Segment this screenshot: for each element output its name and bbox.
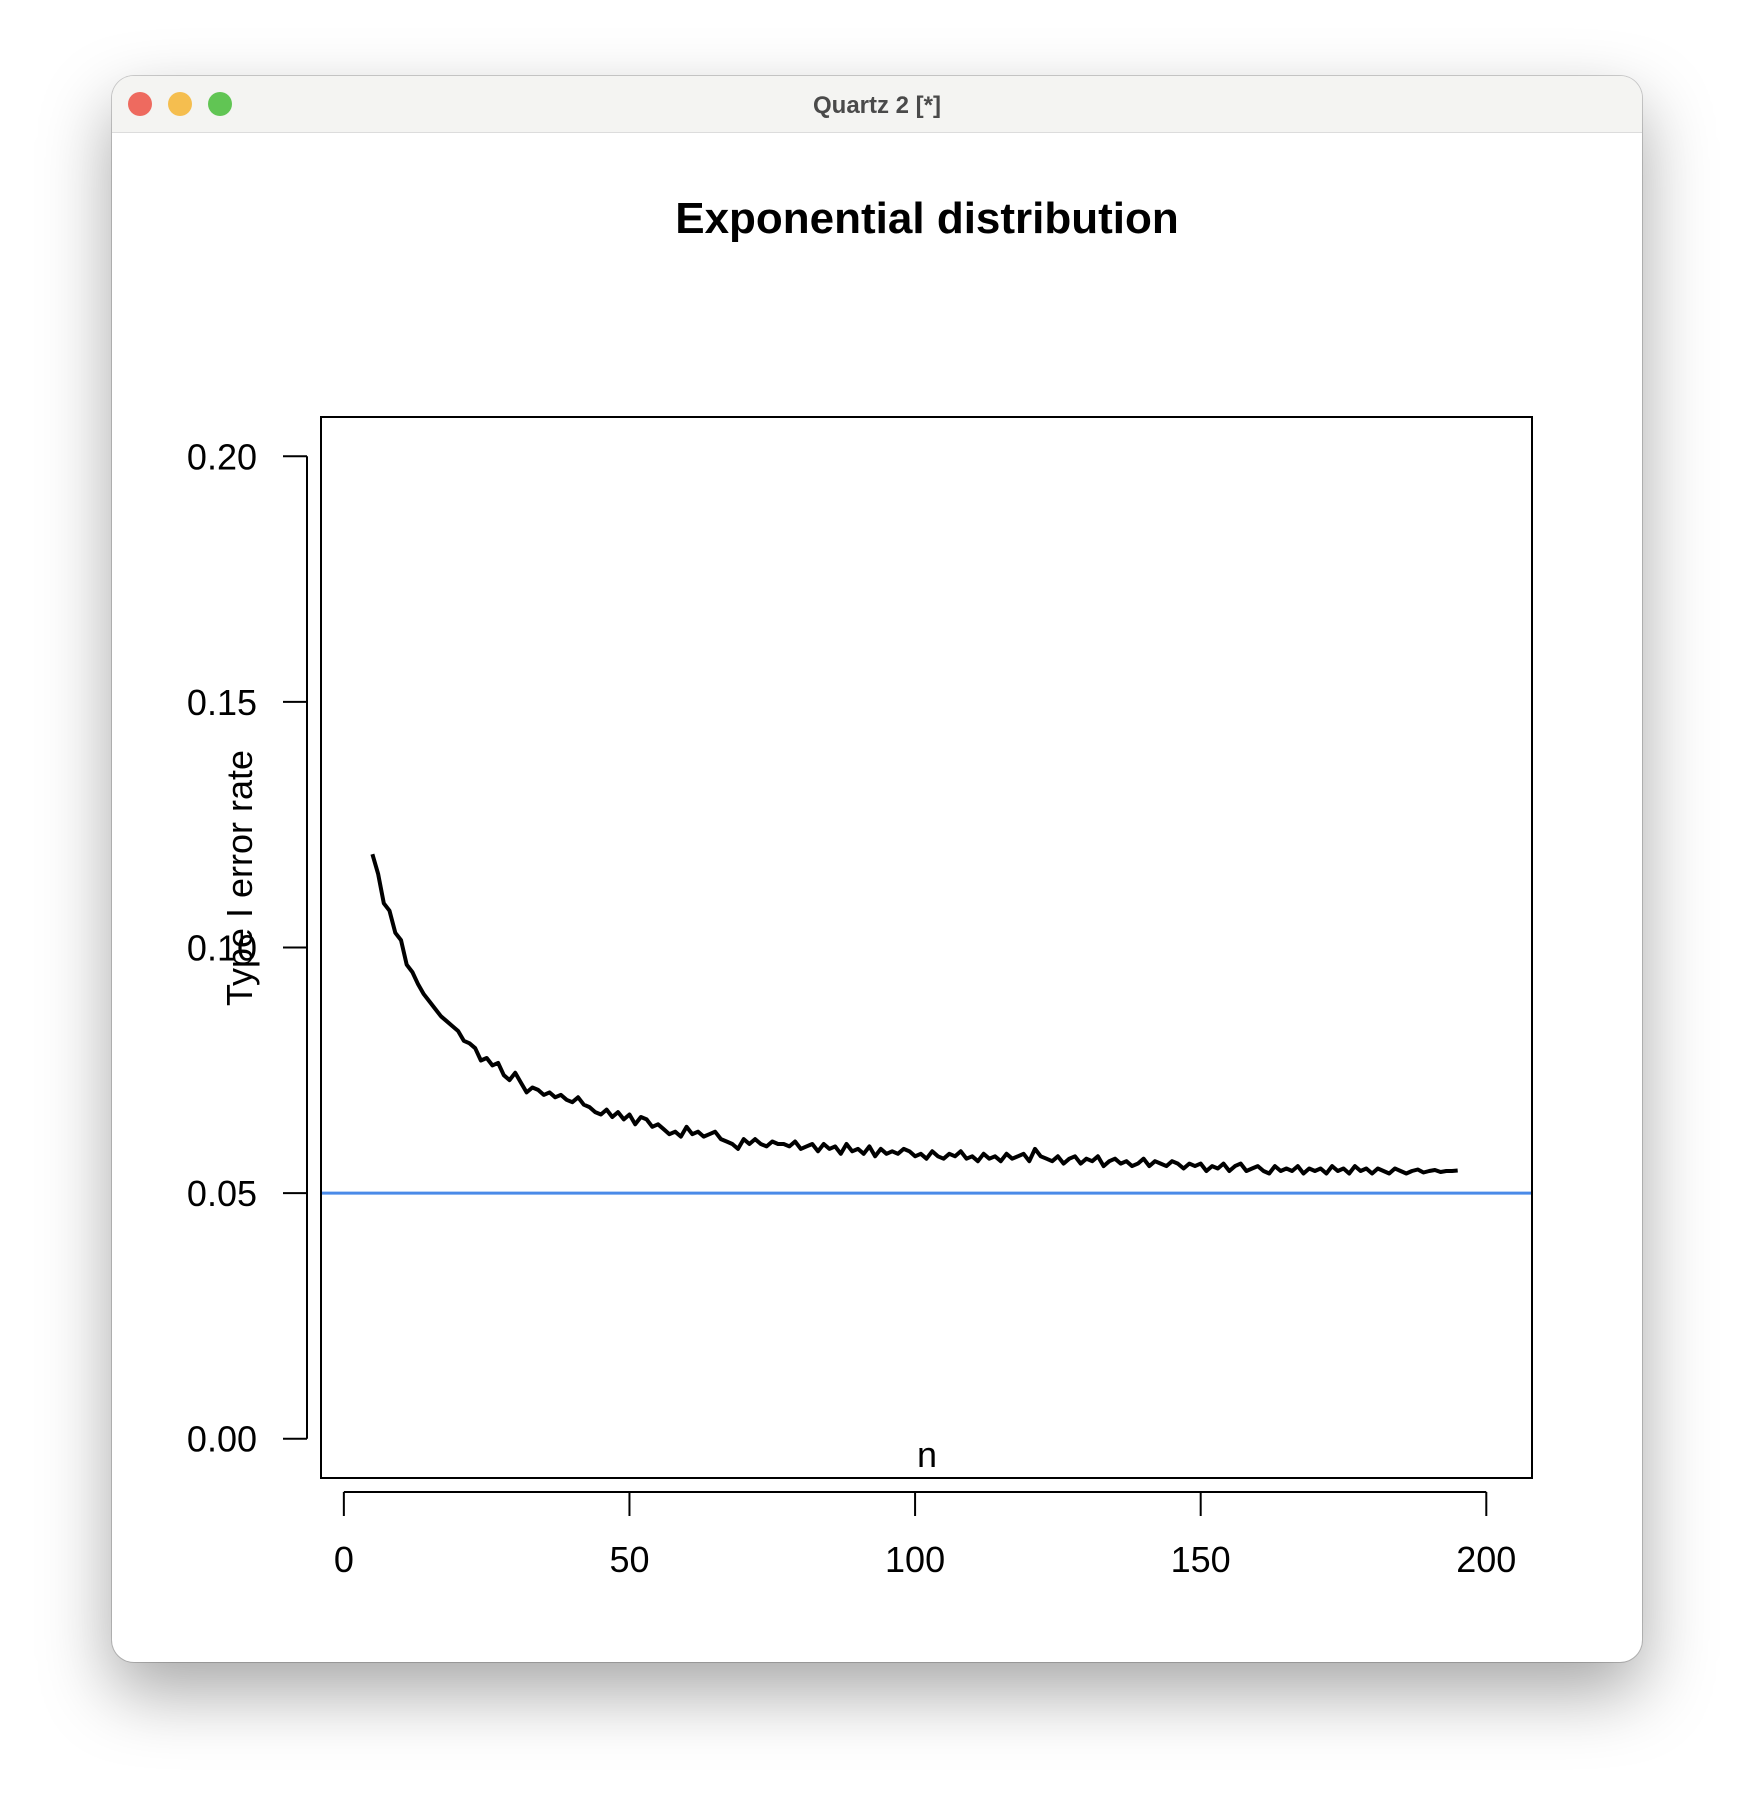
- chart-title: Exponential distribution: [675, 194, 1179, 243]
- x-tick-label: 50: [609, 1539, 649, 1580]
- minimize-button[interactable]: [168, 92, 192, 116]
- y-tick-label: 0.00: [187, 1419, 257, 1460]
- title-bar[interactable]: Quartz 2 [*]: [112, 76, 1642, 133]
- x-axis-label: n: [917, 1434, 937, 1475]
- chart-svg: Exponential distribution n Type I error …: [187, 194, 1533, 1580]
- x-tick-label: 100: [885, 1539, 945, 1580]
- window-title: Quartz 2 [*]: [812, 92, 941, 119]
- zoom-button[interactable]: [208, 92, 232, 116]
- series-line: [370, 853, 1458, 1176]
- close-button[interactable]: [128, 92, 152, 116]
- plot-area: Exponential distribution n Type I error …: [112, 133, 1642, 1662]
- plot-frame: [320, 416, 1533, 1479]
- x-tick-label: 150: [1171, 1539, 1231, 1580]
- y-axis-label: Type I error rate: [219, 750, 260, 1006]
- x-tick-label: 200: [1456, 1539, 1516, 1580]
- y-tick-label: 0.10: [187, 928, 257, 969]
- y-tick-label: 0.15: [187, 682, 257, 723]
- x-tick-label: 0: [334, 1539, 354, 1580]
- y-tick-label: 0.05: [187, 1173, 257, 1214]
- y-tick-label: 0.20: [187, 436, 257, 477]
- quartz-window: Quartz 2 [*] Exponential distribution n …: [112, 76, 1642, 1662]
